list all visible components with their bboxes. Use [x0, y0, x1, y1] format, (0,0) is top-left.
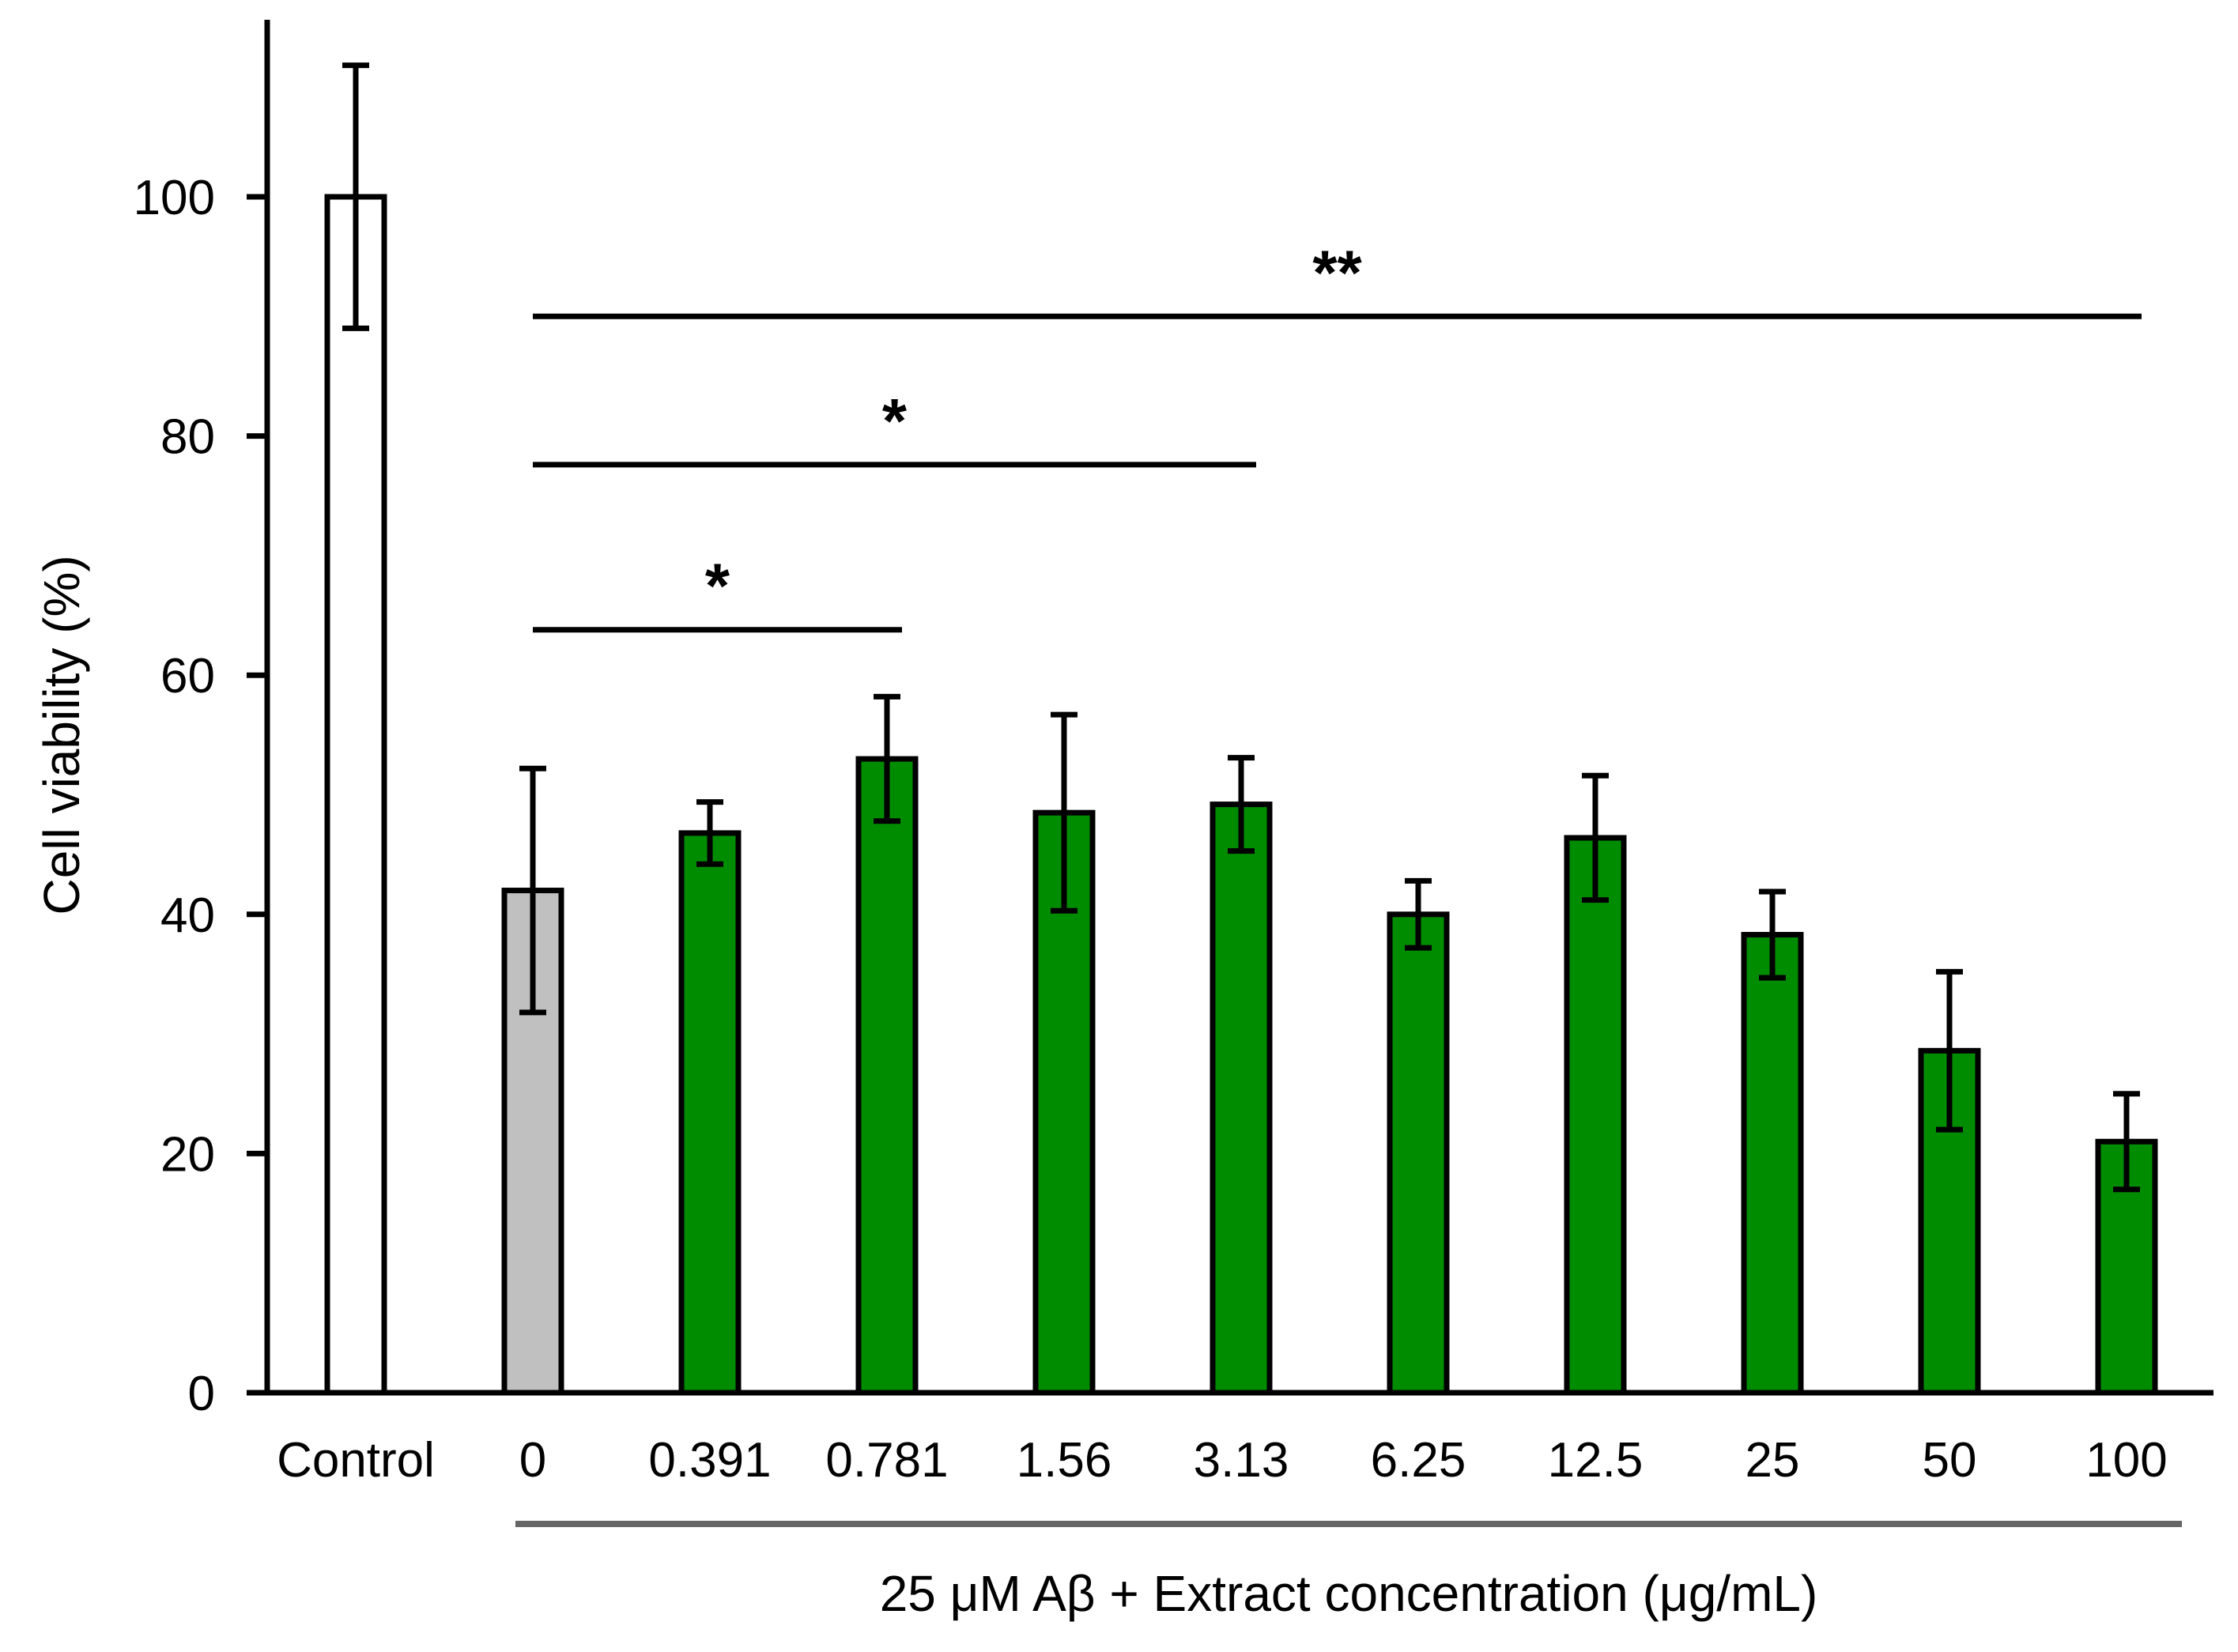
x-tick-label-25: 25 — [1745, 1433, 1800, 1488]
significance-marker-1: * — [705, 551, 730, 621]
bar-Control — [324, 194, 387, 1396]
y-tick-label-100: 100 — [134, 171, 215, 225]
y-tick-label-0: 0 — [188, 1367, 215, 1421]
x-tick-label-100: 100 — [2085, 1433, 2167, 1488]
x-tick-label-Control: Control — [277, 1433, 435, 1488]
y-tick-label-60: 60 — [160, 649, 215, 703]
bar-3.13 — [1210, 801, 1273, 1396]
x-tick-label-12.5: 12.5 — [1548, 1433, 1644, 1488]
bar-12.5 — [1564, 835, 1627, 1396]
x-tick-label-0.391: 0.391 — [648, 1433, 771, 1488]
plot-area: **** — [324, 62, 2158, 1396]
y-tick-label-20: 20 — [160, 1127, 215, 1182]
x-tick-label-0: 0 — [519, 1433, 546, 1488]
x-tick-label-6.25: 6.25 — [1371, 1433, 1466, 1488]
x-axis-title: 25 μM Aβ + Extract concentration (μg/mL) — [880, 1565, 1818, 1622]
x-tick-label-0.781: 0.781 — [825, 1433, 948, 1488]
x-tick-label-3.13: 3.13 — [1194, 1433, 1289, 1488]
y-axis-title: Cell viability (%) — [33, 555, 90, 915]
y-tick-label-80: 80 — [160, 410, 215, 465]
y-tick-label-40: 40 — [160, 888, 215, 943]
bar-0.391 — [678, 830, 742, 1396]
x-tick-label-50: 50 — [1923, 1433, 1977, 1488]
x-tick-label-1.56: 1.56 — [1017, 1433, 1112, 1488]
significance-marker-3: ** — [1312, 237, 1362, 307]
axes: Control 0 0.391 0.781 1.56 3.13 6.25 12.5 25 50 10… — [134, 20, 2213, 1527]
bar-25 — [1741, 932, 1804, 1396]
bar-6.25 — [1387, 911, 1450, 1396]
significance-marker-2: * — [882, 386, 908, 456]
bar-0.781 — [855, 756, 919, 1396]
